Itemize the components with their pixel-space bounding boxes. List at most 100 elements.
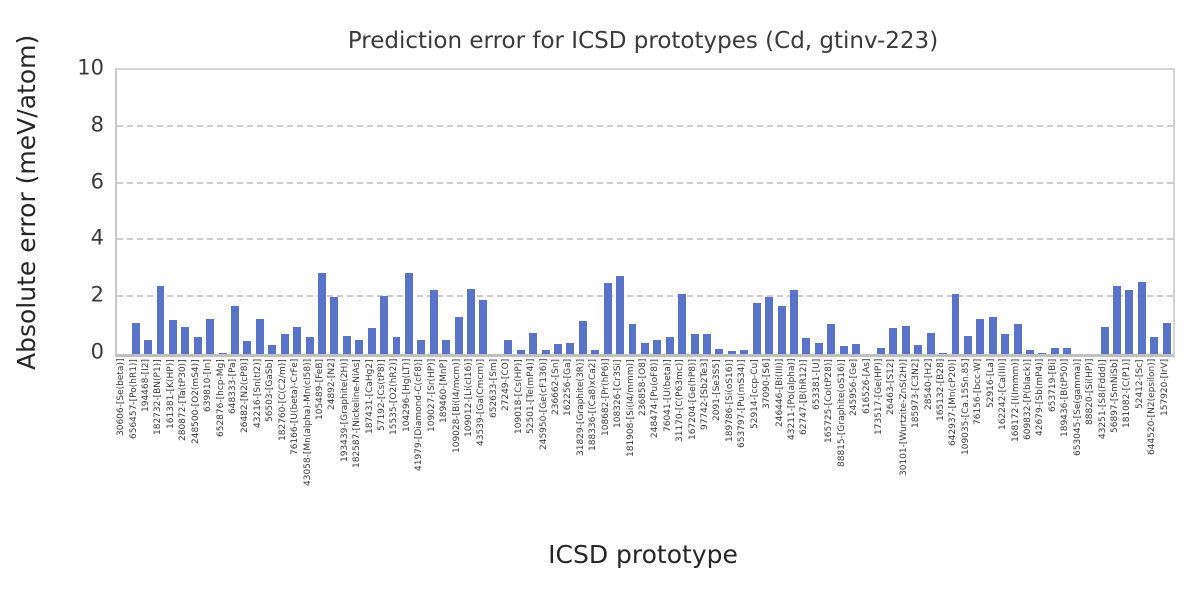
- bar: [305, 336, 314, 354]
- bar-slot: [751, 70, 763, 354]
- bar-slot: [1098, 70, 1110, 354]
- bar: [1063, 348, 1072, 354]
- bar-slot: [825, 70, 837, 354]
- x-tick-label: 109012-[Li(cI16)]: [464, 359, 475, 438]
- x-tick-label: 105489-[FeB]: [314, 359, 325, 421]
- x-tick-label: 168172-[I(Immm)]: [1010, 359, 1021, 443]
- bar-slot: [676, 70, 688, 354]
- bar-slot: [788, 70, 800, 354]
- bar: [404, 273, 413, 354]
- x-tick-label: 185973-[C3N2]: [911, 359, 922, 429]
- x-tick-label: 57192-[Cs(tP8)]: [377, 359, 388, 431]
- bar: [703, 334, 711, 354]
- x-tick-slot: 246446-[Bi(III)]: [773, 359, 785, 541]
- bar: [516, 350, 525, 354]
- bar-slot: [291, 70, 303, 354]
- x-tick-label: 52501-[Te(mP4)]: [526, 359, 537, 435]
- bar: [752, 302, 761, 354]
- bar: [554, 344, 562, 354]
- x-tick-slot: 2091-[Se3S5]: [711, 359, 723, 541]
- x-tick-slot: 41979-[Diamond-C(cF8)]: [413, 359, 425, 541]
- bar: [1001, 334, 1010, 354]
- bar-slot: [465, 70, 477, 354]
- x-tick-slot: 104296-[Hg(LT)]: [401, 359, 413, 541]
- bar: [206, 318, 215, 354]
- bar-slot: [452, 70, 464, 354]
- bar-slot: [328, 70, 340, 354]
- bar-slot: [1073, 70, 1085, 354]
- x-tick-slot: 15535-[O2(hR2)]: [388, 359, 400, 541]
- bar: [355, 339, 364, 354]
- x-tick-slot: 28540-[H2]: [922, 359, 934, 541]
- x-tick-slot: 644520-[N2(epsilon)]: [1146, 359, 1158, 541]
- bar: [790, 290, 798, 354]
- x-tick-slot: 248474-[Pu(oF8)]: [649, 359, 661, 541]
- bar-slot: [651, 70, 663, 354]
- x-tick-label: 30101-[Wurtzite-ZnS(2H)]: [898, 359, 909, 477]
- bar: [231, 305, 239, 354]
- x-tick-label: 108326-[Cr3Si]: [613, 359, 624, 428]
- bar-slot: [502, 70, 514, 354]
- bar: [1100, 327, 1109, 354]
- x-tick-label: 652876-[hcp-Mg]: [215, 359, 226, 437]
- bar: [939, 352, 948, 354]
- bar-slot: [726, 70, 738, 354]
- x-tick-label: 181082-[C(P1)]: [1122, 359, 1133, 429]
- bar-slot: [1049, 70, 1061, 354]
- bar: [156, 285, 165, 354]
- bar: [1026, 349, 1034, 354]
- bar-slot: [999, 70, 1011, 354]
- x-tick-label: 248500-[O2(mS4)]: [190, 359, 201, 444]
- bar-slot: [1123, 70, 1135, 354]
- chart-title: Prediction error for ICSD prototypes (Cd…: [347, 28, 939, 54]
- bar-slot: [490, 70, 502, 354]
- x-tick-label: 182760-[C(C2/m)]: [277, 359, 288, 441]
- bar-slot: [254, 70, 266, 354]
- bar: [193, 336, 202, 354]
- x-tick-slot: 88820-[Si(HP)]: [1084, 359, 1096, 541]
- bar-slot: [900, 70, 912, 354]
- bar-slot: [142, 70, 154, 354]
- x-tick-label: 104296-[Hg(LT)]: [401, 359, 412, 433]
- x-tick-label: 31170-[C(P63mc)]: [675, 359, 686, 442]
- x-tick-label: 43216-[Sn(tI2)]: [252, 359, 263, 429]
- bar: [740, 349, 749, 354]
- bar-slot: [601, 70, 613, 354]
- x-tick-slot: 648333-[Pa]: [227, 359, 239, 541]
- bar-slot: [614, 70, 626, 354]
- bar: [814, 342, 823, 354]
- x-tick-slot: 236858-[O8]: [637, 359, 649, 541]
- x-tick-slot: 193439-[Graphite(2H)]: [339, 359, 351, 541]
- x-tick-label: 653797-[Pu(mS34)]: [737, 359, 748, 448]
- x-tick-label: 648333-[Pa]: [228, 359, 238, 415]
- bar-slot: [229, 70, 241, 354]
- x-tick-slot: 656457-[Po(hR1)]: [127, 359, 139, 541]
- bar: [566, 342, 575, 354]
- bar: [777, 305, 786, 354]
- x-tick-label: 15535-[O2(hR2)]: [389, 359, 400, 436]
- x-tick-label: 52914-[ccp-Cu]: [749, 359, 760, 429]
- bar-slot: [552, 70, 564, 354]
- x-tick-slot: 30101-[Wurtzite-ZnS(2H)]: [898, 359, 910, 541]
- bar-slot: [378, 70, 390, 354]
- bar: [603, 283, 612, 354]
- bar: [380, 295, 389, 354]
- bar-slot: [1036, 70, 1048, 354]
- x-tick-slot: 43216-[Sn(tI2)]: [252, 359, 264, 541]
- bar-slot: [1024, 70, 1036, 354]
- bar-slot: [1111, 70, 1123, 354]
- bar: [504, 339, 513, 354]
- x-tick-label: 37090-[S6]: [762, 359, 773, 410]
- bar: [839, 346, 848, 354]
- bar-slot: [577, 70, 589, 354]
- x-tick-label: 109018-[Cs(HP)]: [513, 359, 524, 434]
- x-tick-label: 609832-[P(black)]: [1023, 359, 1033, 440]
- x-tick-label: 76166-[U(beta)-CrFe]: [290, 359, 301, 456]
- bar: [690, 334, 699, 354]
- bar: [653, 339, 662, 354]
- x-tick-slot: 76166-[U(beta)-CrFe]: [289, 359, 301, 541]
- y-tick-label: 4: [90, 225, 104, 250]
- bars-container: [117, 70, 1173, 354]
- bar-slot: [800, 70, 812, 354]
- x-tick-slot: 248500-[O2(mS4)]: [190, 359, 202, 541]
